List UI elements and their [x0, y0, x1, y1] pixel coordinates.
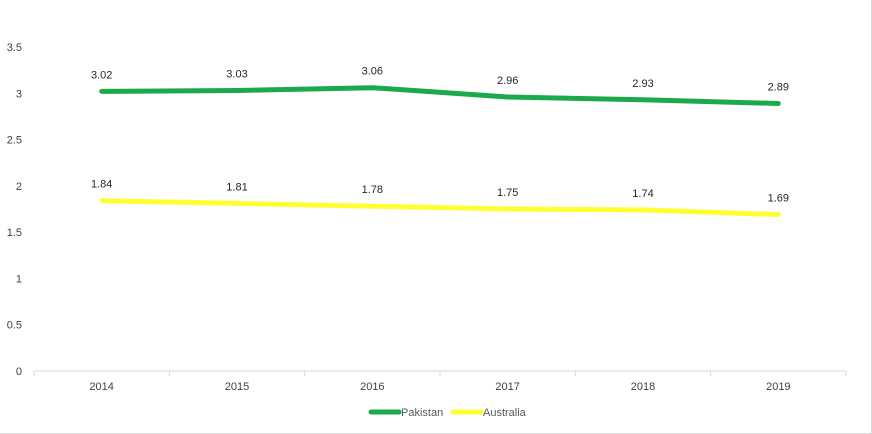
data-label-australia: 1.84	[91, 179, 112, 191]
series-lines	[99, 85, 781, 218]
data-label-australia: 1.75	[497, 187, 518, 199]
y-tick-label: 1.5	[7, 227, 22, 239]
x-tick-label: 2019	[766, 381, 790, 393]
y-tick-label: 1	[16, 273, 22, 285]
y-tick-label: 3.5	[7, 42, 22, 54]
y-tick-label: 0	[16, 366, 22, 378]
legend-label-australia: Australia	[483, 407, 527, 419]
y-tick-label: 2.5	[7, 135, 22, 147]
x-axis: 2014 2015 2016 2017 2018 2019	[33, 370, 847, 393]
x-tick-label: 2017	[495, 381, 519, 393]
y-tick-label: 0.5	[7, 320, 22, 332]
y-tick-label: 3	[16, 88, 22, 100]
data-label-pakistan: 2.89	[768, 81, 789, 93]
x-tick-label: 2014	[89, 381, 113, 393]
data-label-pakistan: 3.06	[362, 66, 383, 78]
data-labels: 3.02 3.03 3.06 2.96 2.93 2.89 1.84 1.81 1.78 1.75…	[91, 66, 789, 205]
x-tick-label: 2016	[360, 381, 384, 393]
x-tick-label: 2015	[225, 381, 249, 393]
legend-label-pakistan: Pakistan	[401, 407, 443, 419]
series-line-pakistan	[99, 85, 781, 106]
data-label-australia: 1.69	[768, 193, 789, 205]
legend: Pakistan Australia	[368, 407, 527, 419]
y-axis: 0 0.5 1 1.5 2 2.5 3 3.5	[7, 42, 22, 378]
data-label-australia: 1.81	[226, 181, 247, 193]
data-label-pakistan: 3.03	[226, 69, 247, 81]
series-line-australia	[99, 198, 781, 218]
data-label-australia: 1.74	[632, 188, 653, 200]
y-tick-label: 2	[16, 181, 22, 193]
x-tick-label: 2018	[631, 381, 655, 393]
data-label-pakistan: 2.93	[632, 78, 653, 90]
data-label-pakistan: 2.96	[497, 75, 518, 87]
data-label-pakistan: 3.02	[91, 69, 112, 81]
data-label-australia: 1.78	[362, 184, 383, 196]
